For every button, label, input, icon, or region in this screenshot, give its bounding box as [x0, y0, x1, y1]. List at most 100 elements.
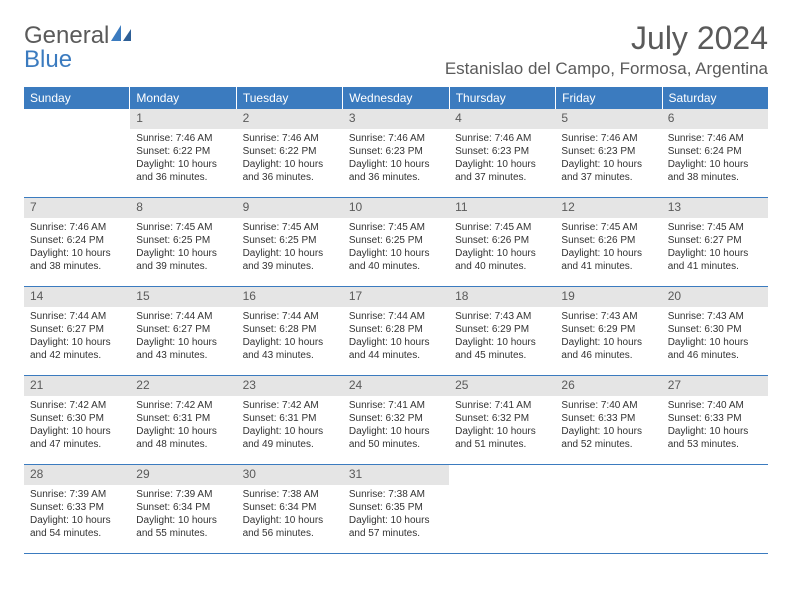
sunset-text: Sunset: 6:23 PM [561, 145, 655, 158]
day-number: 20 [662, 287, 768, 307]
sunrise-text: Sunrise: 7:44 AM [30, 310, 124, 323]
daylight-line2: and 57 minutes. [349, 527, 443, 540]
daylight-line2: and 43 minutes. [136, 349, 230, 362]
daylight-line2: and 53 minutes. [668, 438, 762, 451]
day-cell: 11Sunrise: 7:45 AMSunset: 6:26 PMDayligh… [449, 198, 555, 286]
weekday-header: Saturday [663, 87, 768, 109]
sunset-text: Sunset: 6:24 PM [30, 234, 124, 247]
day-body: Sunrise: 7:45 AMSunset: 6:26 PMDaylight:… [555, 218, 661, 276]
daylight-line2: and 46 minutes. [561, 349, 655, 362]
day-cell [662, 465, 768, 553]
day-number: 6 [662, 109, 768, 129]
sunrise-text: Sunrise: 7:39 AM [30, 488, 124, 501]
day-body: Sunrise: 7:45 AMSunset: 6:25 PMDaylight:… [343, 218, 449, 276]
sunrise-text: Sunrise: 7:45 AM [349, 221, 443, 234]
sunrise-text: Sunrise: 7:46 AM [136, 132, 230, 145]
sunrise-text: Sunrise: 7:45 AM [668, 221, 762, 234]
day-number: 13 [662, 198, 768, 218]
week-row: 7Sunrise: 7:46 AMSunset: 6:24 PMDaylight… [24, 198, 768, 287]
daylight-line1: Daylight: 10 hours [136, 514, 230, 527]
day-body: Sunrise: 7:40 AMSunset: 6:33 PMDaylight:… [662, 396, 768, 454]
sunset-text: Sunset: 6:29 PM [455, 323, 549, 336]
daylight-line1: Daylight: 10 hours [455, 336, 549, 349]
daylight-line2: and 40 minutes. [349, 260, 443, 273]
day-number: 4 [449, 109, 555, 129]
day-cell: 30Sunrise: 7:38 AMSunset: 6:34 PMDayligh… [237, 465, 343, 553]
sunset-text: Sunset: 6:27 PM [30, 323, 124, 336]
sunset-text: Sunset: 6:28 PM [243, 323, 337, 336]
daylight-line2: and 55 minutes. [136, 527, 230, 540]
daylight-line2: and 48 minutes. [136, 438, 230, 451]
daylight-line2: and 36 minutes. [243, 171, 337, 184]
sunset-text: Sunset: 6:23 PM [349, 145, 443, 158]
day-cell: 20Sunrise: 7:43 AMSunset: 6:30 PMDayligh… [662, 287, 768, 375]
sunset-text: Sunset: 6:25 PM [243, 234, 337, 247]
daylight-line2: and 46 minutes. [668, 349, 762, 362]
day-body: Sunrise: 7:43 AMSunset: 6:29 PMDaylight:… [449, 307, 555, 365]
day-cell: 25Sunrise: 7:41 AMSunset: 6:32 PMDayligh… [449, 376, 555, 464]
sunrise-text: Sunrise: 7:43 AM [668, 310, 762, 323]
sunrise-text: Sunrise: 7:42 AM [243, 399, 337, 412]
day-body: Sunrise: 7:44 AMSunset: 6:28 PMDaylight:… [343, 307, 449, 365]
daylight-line1: Daylight: 10 hours [136, 336, 230, 349]
sunrise-text: Sunrise: 7:46 AM [30, 221, 124, 234]
day-cell: 3Sunrise: 7:46 AMSunset: 6:23 PMDaylight… [343, 109, 449, 197]
day-cell: 28Sunrise: 7:39 AMSunset: 6:33 PMDayligh… [24, 465, 130, 553]
sunset-text: Sunset: 6:32 PM [455, 412, 549, 425]
day-cell: 8Sunrise: 7:45 AMSunset: 6:25 PMDaylight… [130, 198, 236, 286]
day-cell: 24Sunrise: 7:41 AMSunset: 6:32 PMDayligh… [343, 376, 449, 464]
daylight-line1: Daylight: 10 hours [561, 247, 655, 260]
sunrise-text: Sunrise: 7:45 AM [561, 221, 655, 234]
location-text: Estanislao del Campo, Formosa, Argentina [445, 59, 768, 79]
sunrise-text: Sunrise: 7:46 AM [243, 132, 337, 145]
day-number: 19 [555, 287, 661, 307]
daylight-line2: and 56 minutes. [243, 527, 337, 540]
day-body: Sunrise: 7:46 AMSunset: 6:24 PMDaylight:… [24, 218, 130, 276]
sunset-text: Sunset: 6:33 PM [668, 412, 762, 425]
day-body: Sunrise: 7:46 AMSunset: 6:23 PMDaylight:… [343, 129, 449, 187]
daylight-line2: and 54 minutes. [30, 527, 124, 540]
day-number: 10 [343, 198, 449, 218]
day-body: Sunrise: 7:41 AMSunset: 6:32 PMDaylight:… [343, 396, 449, 454]
day-body: Sunrise: 7:45 AMSunset: 6:27 PMDaylight:… [662, 218, 768, 276]
daylight-line1: Daylight: 10 hours [668, 336, 762, 349]
day-number: 12 [555, 198, 661, 218]
day-body: Sunrise: 7:41 AMSunset: 6:32 PMDaylight:… [449, 396, 555, 454]
daylight-line1: Daylight: 10 hours [243, 514, 337, 527]
day-body: Sunrise: 7:42 AMSunset: 6:31 PMDaylight:… [237, 396, 343, 454]
daylight-line2: and 44 minutes. [349, 349, 443, 362]
day-number: 1 [130, 109, 236, 129]
daylight-line2: and 41 minutes. [668, 260, 762, 273]
sunrise-text: Sunrise: 7:44 AM [136, 310, 230, 323]
daylight-line1: Daylight: 10 hours [136, 425, 230, 438]
day-number: 14 [24, 287, 130, 307]
page-header: GeneralBlue July 2024 Estanislao del Cam… [24, 20, 768, 79]
daylight-line1: Daylight: 10 hours [668, 158, 762, 171]
sunrise-text: Sunrise: 7:41 AM [455, 399, 549, 412]
day-body: Sunrise: 7:44 AMSunset: 6:28 PMDaylight:… [237, 307, 343, 365]
day-body: Sunrise: 7:46 AMSunset: 6:23 PMDaylight:… [449, 129, 555, 187]
daylight-line1: Daylight: 10 hours [349, 158, 443, 171]
daylight-line2: and 43 minutes. [243, 349, 337, 362]
day-number: 29 [130, 465, 236, 485]
weekday-header: Thursday [450, 87, 556, 109]
day-number: 26 [555, 376, 661, 396]
daylight-line2: and 39 minutes. [243, 260, 337, 273]
day-body: Sunrise: 7:39 AMSunset: 6:33 PMDaylight:… [24, 485, 130, 543]
sunset-text: Sunset: 6:29 PM [561, 323, 655, 336]
daylight-line2: and 40 minutes. [455, 260, 549, 273]
daylight-line1: Daylight: 10 hours [349, 247, 443, 260]
day-cell [24, 109, 130, 197]
sunset-text: Sunset: 6:28 PM [349, 323, 443, 336]
day-cell: 21Sunrise: 7:42 AMSunset: 6:30 PMDayligh… [24, 376, 130, 464]
day-cell: 9Sunrise: 7:45 AMSunset: 6:25 PMDaylight… [237, 198, 343, 286]
sunset-text: Sunset: 6:25 PM [349, 234, 443, 247]
sunset-text: Sunset: 6:32 PM [349, 412, 443, 425]
daylight-line1: Daylight: 10 hours [668, 247, 762, 260]
day-cell: 22Sunrise: 7:42 AMSunset: 6:31 PMDayligh… [130, 376, 236, 464]
weeks-container: 1Sunrise: 7:46 AMSunset: 6:22 PMDaylight… [24, 109, 768, 554]
day-body: Sunrise: 7:45 AMSunset: 6:26 PMDaylight:… [449, 218, 555, 276]
sunrise-text: Sunrise: 7:45 AM [243, 221, 337, 234]
day-cell: 10Sunrise: 7:45 AMSunset: 6:25 PMDayligh… [343, 198, 449, 286]
daylight-line1: Daylight: 10 hours [561, 336, 655, 349]
